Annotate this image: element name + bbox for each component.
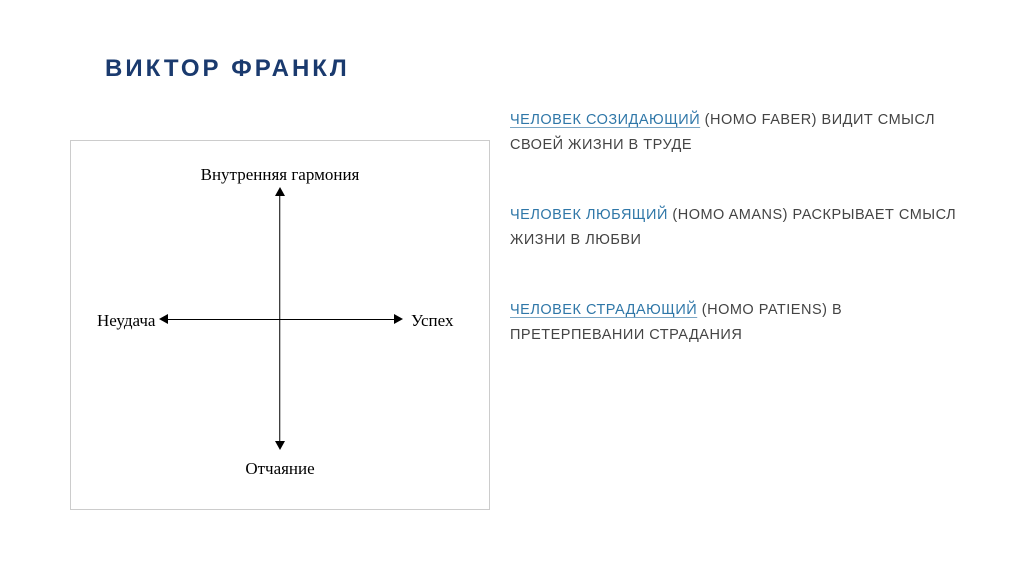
text-column: ЧЕЛОВЕК СОЗИДАЮЩИЙ (HOMO FABER) ВИДИТ СМ… <box>510 108 980 392</box>
para2-lead: ЧЕЛОВЕК ЛЮБЯЩИЙ <box>510 207 668 223</box>
paragraph-1: ЧЕЛОВЕК СОЗИДАЮЩИЙ (HOMO FABER) ВИДИТ СМ… <box>510 108 980 159</box>
paragraph-2: ЧЕЛОВЕК ЛЮБЯЩИЙ (HOMO AMANS) РАСКРЫВАЕТ … <box>510 203 980 254</box>
diagram-inner: Внутренняя гармония Отчаяние Неудача Усп… <box>71 141 489 509</box>
arrow-left-icon <box>159 314 168 324</box>
slide: ВИКТОР ФРАНКЛ Внутренняя гармония Отчаян… <box>0 0 1024 574</box>
arrow-up-icon <box>275 187 285 196</box>
para3-lead: ЧЕЛОВЕК СТРАДАЮЩИЙ <box>510 302 697 318</box>
quadrant-diagram: Внутренняя гармония Отчаяние Неудача Усп… <box>70 140 490 510</box>
axis-label-left: Неудача <box>97 311 155 331</box>
paragraph-3: ЧЕЛОВЕК СТРАДАЮЩИЙ (HOMO PATIENS) В ПРЕТ… <box>510 298 980 349</box>
arrow-right-icon <box>394 314 403 324</box>
axis-label-bottom: Отчаяние <box>245 459 314 479</box>
axis-label-top: Внутренняя гармония <box>201 165 360 185</box>
axis-label-right: Успех <box>411 311 453 331</box>
page-title: ВИКТОР ФРАНКЛ <box>105 55 350 83</box>
horizontal-axis <box>166 319 396 320</box>
para1-lead: ЧЕЛОВЕК СОЗИДАЮЩИЙ <box>510 112 700 128</box>
arrow-down-icon <box>275 441 285 450</box>
